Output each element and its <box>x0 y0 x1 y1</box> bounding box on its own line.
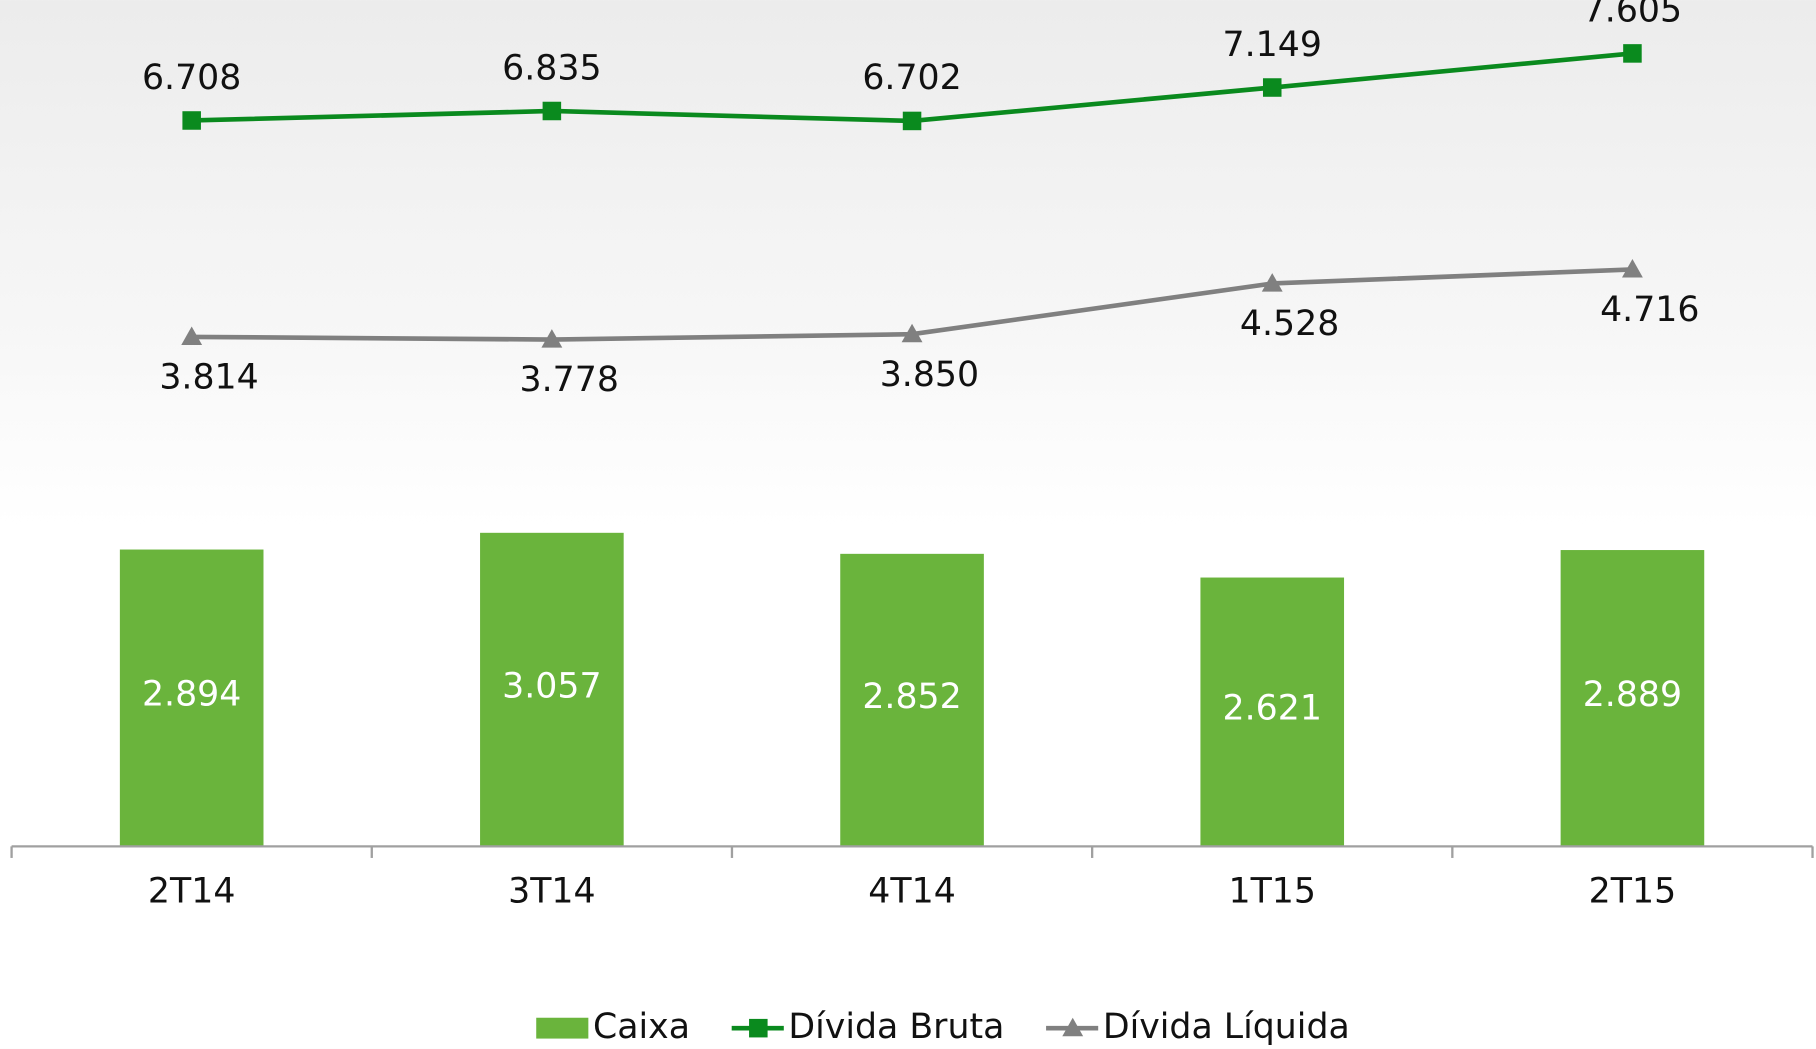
line-value-label: 7.605 <box>1583 0 1682 31</box>
bar <box>1560 550 1705 847</box>
line-value-label: 3.814 <box>159 358 258 398</box>
line-value-label: 4.528 <box>1240 304 1339 344</box>
marker <box>541 329 563 348</box>
line-value-label: 7.149 <box>1223 25 1322 65</box>
line-value-label: 6.702 <box>862 58 961 98</box>
bar-value-label: 2.852 <box>862 677 961 717</box>
marker <box>182 111 201 130</box>
marker <box>1622 259 1643 278</box>
x-tick-label: 4T14 <box>868 872 955 912</box>
marker <box>1623 44 1642 63</box>
marker <box>901 323 923 343</box>
bar-value-label: 2.889 <box>1583 675 1682 715</box>
x-tick-label: 3T14 <box>508 872 595 912</box>
marker <box>181 326 203 345</box>
marker <box>1261 273 1283 292</box>
bar <box>840 553 984 847</box>
line-value-label: 3.778 <box>520 360 619 400</box>
x-tick-label: 2T15 <box>1589 872 1676 912</box>
legend-label: Dívida Bruta <box>788 1007 1004 1047</box>
marker <box>542 101 562 121</box>
x-tick-label: 1T15 <box>1228 872 1315 912</box>
legend-marker <box>1062 1017 1084 1037</box>
bar <box>480 532 624 847</box>
bar <box>1200 577 1345 847</box>
legend-marker <box>749 1018 768 1038</box>
legend-label: Dívida Líquida <box>1103 1007 1350 1047</box>
bar-value-label: 2.621 <box>1223 689 1322 729</box>
legend-swatch <box>536 1017 589 1039</box>
marker <box>1262 78 1282 97</box>
line-value-label: 6.835 <box>502 48 601 88</box>
bar-value-label: 3.057 <box>502 666 601 706</box>
legend-label: Caixa <box>593 1007 690 1047</box>
line-value-label: 6.708 <box>142 58 241 98</box>
line-value-label: 3.850 <box>880 355 979 395</box>
bar-value-label: 2.894 <box>142 675 241 715</box>
bar <box>119 549 264 847</box>
x-tick-label: 2T14 <box>148 872 235 912</box>
line-value-label: 4.716 <box>1600 290 1699 330</box>
marker <box>902 111 922 131</box>
